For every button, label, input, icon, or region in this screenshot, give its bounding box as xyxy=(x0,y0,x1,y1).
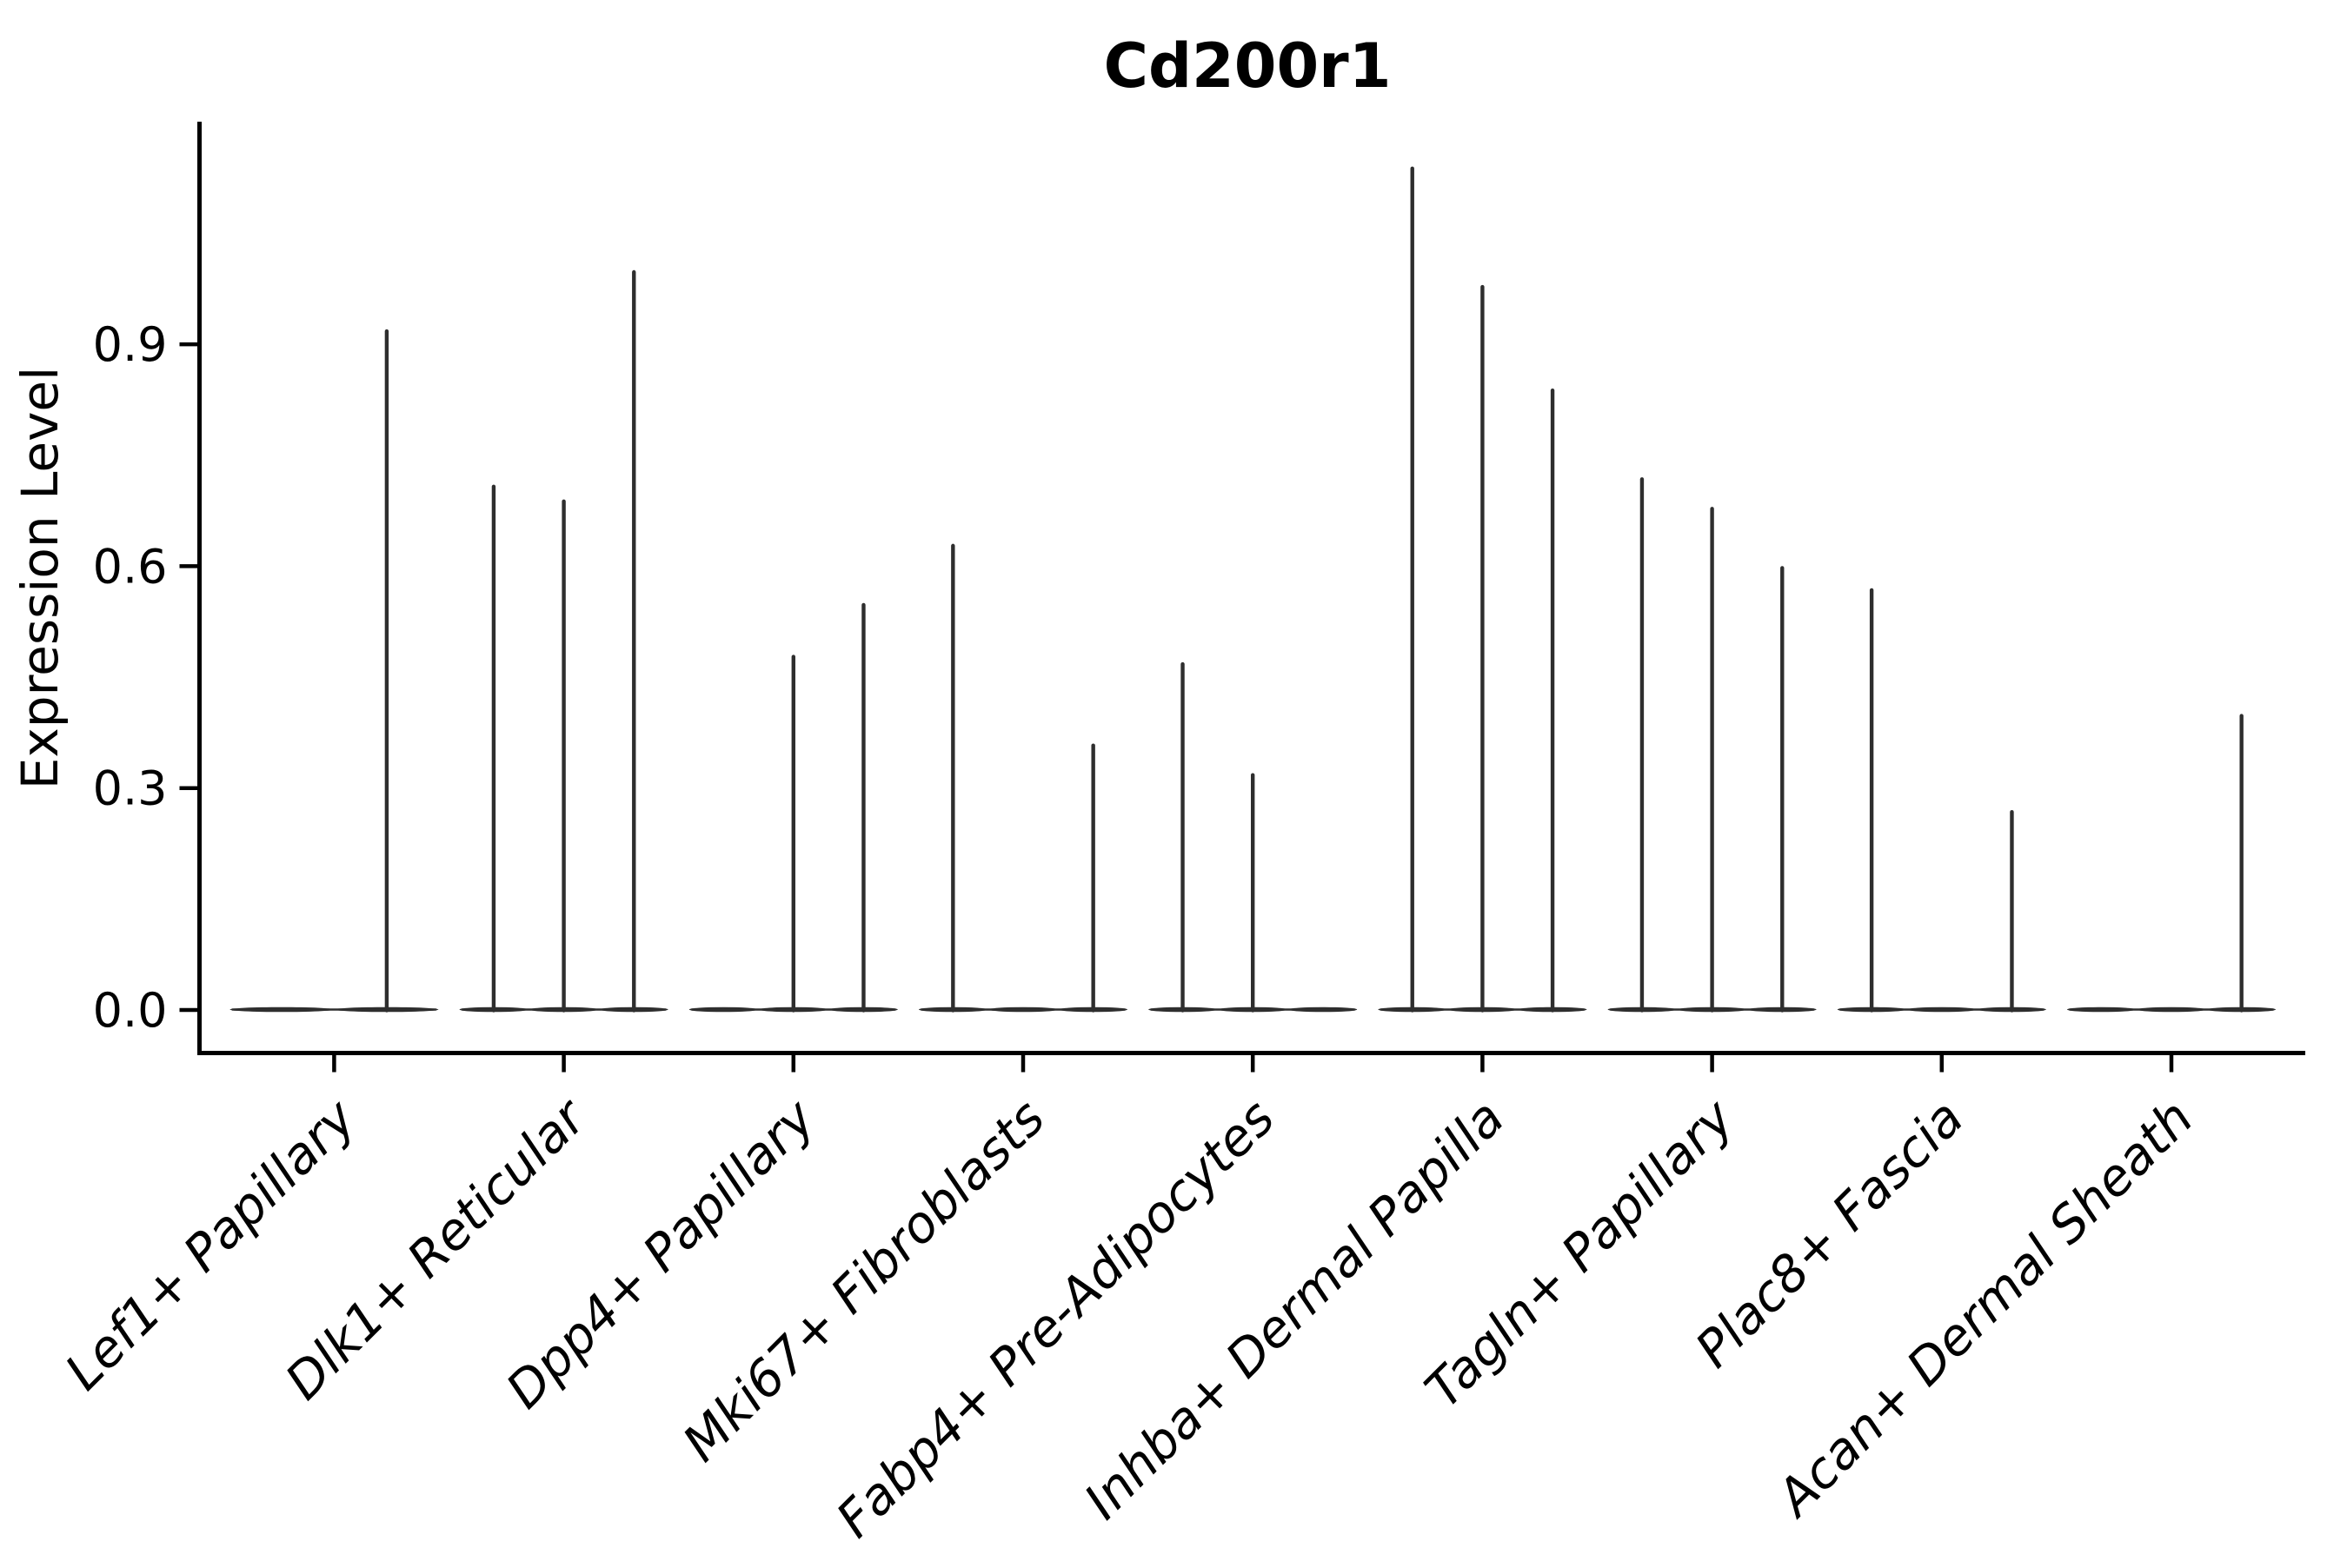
violin-body-flat xyxy=(1907,1007,1977,1013)
violin-body-flat xyxy=(1288,1007,1358,1013)
y-tick-label: 0.3 xyxy=(93,761,168,816)
x-category-label: Fabp4+ Pre-Adipocytes xyxy=(825,1088,1286,1549)
violin-body-flat xyxy=(688,1007,758,1013)
y-tick-label: 0.0 xyxy=(93,983,168,1038)
violin-body-flat xyxy=(988,1007,1058,1013)
y-tick-label: 0.9 xyxy=(93,317,168,372)
violin-body-flat xyxy=(2137,1007,2206,1013)
violin-body-flat xyxy=(2067,1007,2136,1013)
violin-body-flat xyxy=(229,1007,334,1013)
y-tick-label: 0.6 xyxy=(93,539,168,594)
chart-title: Cd200r1 xyxy=(1104,30,1392,102)
x-category-label: Inhba+ Dermal Papilla xyxy=(1073,1088,1515,1531)
y-axis-label: Expression Level xyxy=(10,367,70,789)
x-category-label: Acan+ Dermal Sheath xyxy=(1763,1088,2204,1530)
